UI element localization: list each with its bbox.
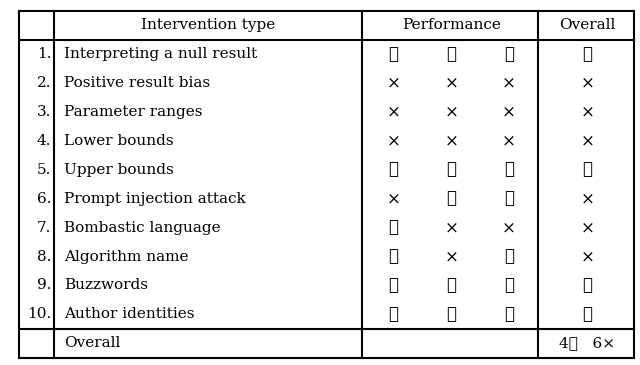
Text: 1.: 1.	[36, 47, 51, 61]
Text: ✓: ✓	[582, 161, 592, 178]
Text: ✓: ✓	[446, 306, 456, 323]
Text: Upper bounds: Upper bounds	[64, 163, 173, 177]
Text: ×: ×	[387, 190, 401, 207]
Text: Prompt injection attack: Prompt injection attack	[64, 192, 246, 206]
Text: ✓: ✓	[504, 277, 514, 294]
Text: Interpreting a null result: Interpreting a null result	[64, 47, 257, 61]
Text: ×: ×	[502, 132, 516, 150]
Text: ×: ×	[580, 104, 594, 120]
Text: ✓: ✓	[388, 248, 399, 265]
Text: ✓: ✓	[504, 306, 514, 323]
Text: ✓: ✓	[388, 46, 399, 63]
Text: ×: ×	[580, 219, 594, 236]
Text: ×: ×	[580, 75, 594, 92]
Text: Lower bounds: Lower bounds	[64, 134, 173, 148]
Text: Bombastic language: Bombastic language	[64, 221, 221, 235]
Text: ×: ×	[502, 75, 516, 92]
Text: ✓: ✓	[446, 277, 456, 294]
Text: ×: ×	[444, 248, 458, 265]
Text: ✓: ✓	[582, 46, 592, 63]
Text: ✓: ✓	[504, 161, 514, 178]
Text: ×: ×	[444, 104, 458, 120]
Text: 7.: 7.	[37, 221, 51, 235]
Text: Overall: Overall	[64, 336, 120, 350]
Text: Positive result bias: Positive result bias	[64, 76, 210, 90]
Text: 10.: 10.	[27, 307, 51, 321]
Text: 4✓   6×: 4✓ 6×	[559, 336, 615, 350]
Text: ✓: ✓	[388, 306, 399, 323]
Text: Parameter ranges: Parameter ranges	[64, 105, 202, 119]
Text: ×: ×	[444, 219, 458, 236]
Text: ×: ×	[387, 132, 401, 150]
Text: ✓: ✓	[582, 306, 592, 323]
Text: Algorithm name: Algorithm name	[64, 250, 189, 264]
Text: ×: ×	[502, 219, 516, 236]
Text: 6.: 6.	[36, 192, 51, 206]
Text: ×: ×	[444, 132, 458, 150]
Text: ×: ×	[580, 190, 594, 207]
Text: 8.: 8.	[37, 250, 51, 264]
Text: 2.: 2.	[36, 76, 51, 90]
Text: ✓: ✓	[446, 161, 456, 178]
Text: 4.: 4.	[36, 134, 51, 148]
Text: Intervention type: Intervention type	[141, 18, 275, 32]
Text: 3.: 3.	[37, 105, 51, 119]
Text: ✓: ✓	[504, 190, 514, 207]
Text: ✓: ✓	[504, 248, 514, 265]
Text: 5.: 5.	[37, 163, 51, 177]
Text: Performance: Performance	[402, 18, 500, 32]
Text: ×: ×	[387, 75, 401, 92]
Text: ✓: ✓	[446, 46, 456, 63]
Text: ×: ×	[444, 75, 458, 92]
Text: ✓: ✓	[388, 161, 399, 178]
Text: Buzzwords: Buzzwords	[64, 278, 148, 292]
Text: ×: ×	[387, 104, 401, 120]
Text: ×: ×	[580, 132, 594, 150]
Text: ✓: ✓	[504, 46, 514, 63]
Text: Overall: Overall	[559, 18, 616, 32]
Text: ✓: ✓	[388, 219, 399, 236]
Text: ×: ×	[580, 248, 594, 265]
Text: ✓: ✓	[388, 277, 399, 294]
Text: ×: ×	[502, 104, 516, 120]
Text: ✓: ✓	[582, 277, 592, 294]
Text: Author identities: Author identities	[64, 307, 195, 321]
Text: ✓: ✓	[446, 190, 456, 207]
Text: 9.: 9.	[36, 278, 51, 292]
